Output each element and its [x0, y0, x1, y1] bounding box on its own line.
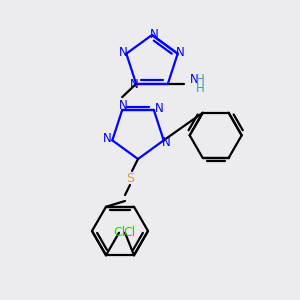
Text: N: N: [119, 99, 128, 112]
Text: Cl: Cl: [113, 226, 125, 239]
Text: N: N: [130, 78, 139, 91]
Text: H: H: [196, 82, 205, 95]
Text: N: N: [119, 46, 128, 59]
Text: N: N: [190, 73, 199, 86]
Text: S: S: [126, 172, 134, 185]
Text: N: N: [103, 132, 112, 145]
Text: N: N: [162, 136, 171, 149]
Text: N: N: [150, 28, 158, 40]
Text: N: N: [154, 102, 163, 115]
Text: N: N: [176, 46, 185, 59]
Text: H: H: [196, 73, 205, 86]
Text: Cl: Cl: [123, 226, 135, 239]
